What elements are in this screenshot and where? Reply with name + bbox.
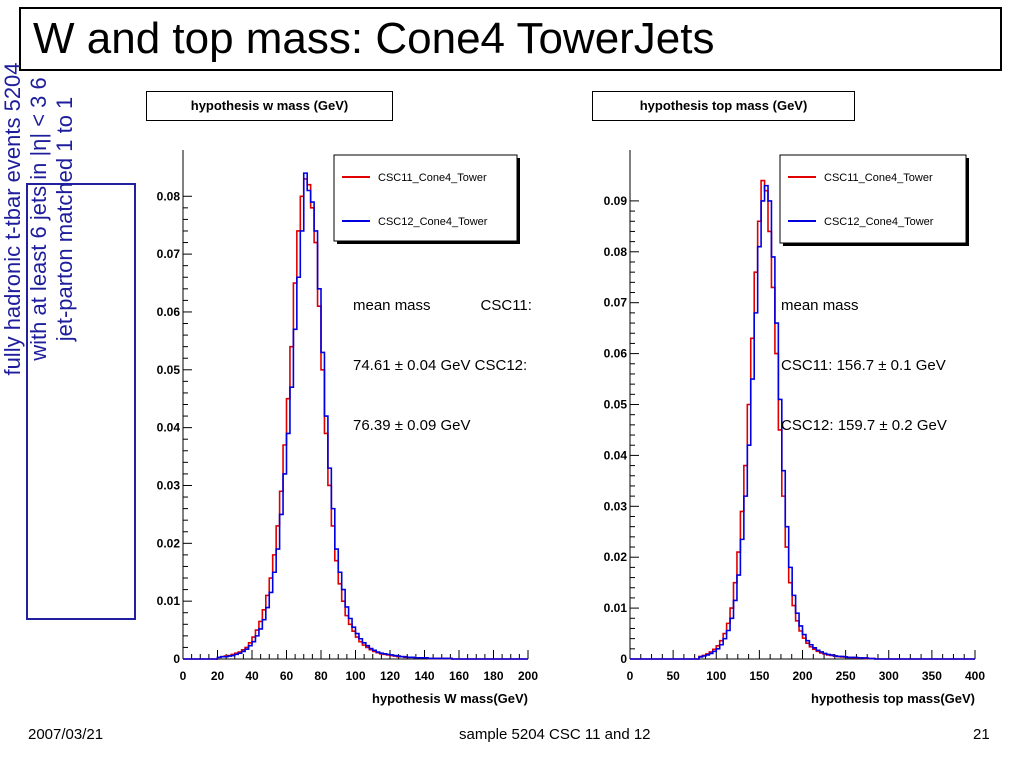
- annotation-line: mean mass: [781, 297, 859, 314]
- chart1-y-tick-label: 0.01: [604, 601, 628, 615]
- chart1-x-tick-label: 0: [627, 669, 634, 683]
- chart0-y-tick-label: 0.07: [157, 247, 181, 261]
- chart0-y-tick-label: 0.05: [157, 363, 181, 377]
- footer-caption: sample 5204 CSC 11 and 12: [459, 726, 651, 743]
- chart0-x-tick-label: 180: [483, 669, 503, 683]
- chart1-y-tick-label: 0.02: [604, 550, 628, 564]
- footer-date: 2007/03/21: [28, 726, 104, 743]
- top-mass-annotation: mean mass CSC11: 156.7 ± 0.1 GeV CSC12: …: [781, 256, 947, 456]
- chart0-x-tick-label: 100: [345, 669, 365, 683]
- annotation-line: CSC12: 159.7 ± 0.2 GeV: [781, 417, 947, 434]
- chart0-x-tick-label: 0: [180, 669, 187, 683]
- chart0-y-tick-label: 0.02: [157, 536, 181, 550]
- chart0-x-tick-label: 140: [414, 669, 434, 683]
- w-mass-annotation: mean mass CSC11: 74.61 ± 0.04 GeV CSC12:…: [353, 256, 532, 456]
- chart1-y-tick-label: 0.06: [604, 347, 628, 361]
- chart1-x-tick-label: 100: [706, 669, 726, 683]
- chart0-x-tick-label: 20: [211, 669, 225, 683]
- chart0-legend-label-0: CSC11_Cone4_Tower: [378, 172, 487, 184]
- chart0-x-tick-label: 120: [380, 669, 400, 683]
- chart1-legend-label-0: CSC11_Cone4_Tower: [824, 172, 933, 184]
- chart1-y-tick-label: 0: [620, 652, 627, 666]
- chart0-legend: [333, 154, 518, 242]
- annotation-line: 76.39 ± 0.09 GeV: [353, 417, 471, 434]
- chart1-legend-label-1: CSC12_Cone4_Tower: [824, 216, 934, 228]
- footer-page-number: 21: [973, 726, 990, 743]
- chart1-x-tick-label: 400: [965, 669, 985, 683]
- chart1-y-tick-label: 0.03: [604, 499, 628, 513]
- chart1-y-tick-label: 0.08: [604, 245, 628, 259]
- chart0-series-1-histogram: [183, 172, 528, 660]
- chart1-series-1-histogram: [630, 184, 975, 660]
- chart0-x-tick-label: 40: [245, 669, 259, 683]
- chart0-x-tick-label: 60: [280, 669, 294, 683]
- chart1-x-tick-label: 200: [792, 669, 812, 683]
- chart0-x-tick-label: 80: [314, 669, 328, 683]
- chart1-legend: [779, 154, 967, 244]
- slide-title-box: W and top mass: Cone4 TowerJets: [19, 7, 1002, 71]
- slide-title: W and top mass: Cone4 TowerJets: [33, 14, 715, 63]
- side-note-box: [26, 183, 136, 620]
- annotation-line: mean mass CSC11:: [353, 297, 532, 314]
- annotation-line: 74.61 ± 0.04 GeV CSC12:: [353, 357, 528, 374]
- chart0-x-tick-label: 160: [449, 669, 469, 683]
- chart0-y-tick-label: 0.01: [157, 594, 181, 608]
- chart0-y-tick-label: 0.08: [157, 189, 181, 203]
- chart0-y-tick-label: 0.03: [157, 478, 181, 492]
- chart0-y-tick-label: 0.04: [157, 421, 181, 435]
- chart0-x-axis-title: hypothesis W mass(GeV): [372, 691, 528, 706]
- left-histogram-title: hypothesis w mass (GeV): [146, 91, 393, 121]
- chart1-y-tick-label: 0.09: [604, 194, 628, 208]
- chart1-y-tick-label: 0.05: [604, 398, 628, 412]
- chart0-y-tick-label: 0.06: [157, 305, 181, 319]
- right-histogram-title: hypothesis top mass (GeV): [592, 91, 855, 121]
- chart1-x-tick-label: 300: [879, 669, 899, 683]
- chart0-legend-label-1: CSC12_Cone4_Tower: [378, 216, 488, 228]
- chart1-y-tick-label: 0.04: [604, 448, 628, 462]
- chart1-x-tick-label: 150: [749, 669, 769, 683]
- chart1-x-tick-label: 250: [836, 669, 856, 683]
- chart0-x-tick-label: 200: [518, 669, 538, 683]
- chart1-x-axis-title: hypothesis top mass(GeV): [811, 691, 975, 706]
- chart1-x-tick-label: 350: [922, 669, 942, 683]
- chart1-x-tick-label: 50: [666, 669, 680, 683]
- chart1-y-tick-label: 0.07: [604, 296, 628, 310]
- annotation-line: CSC11: 156.7 ± 0.1 GeV: [781, 357, 946, 374]
- chart0-y-tick-label: 0: [173, 652, 180, 666]
